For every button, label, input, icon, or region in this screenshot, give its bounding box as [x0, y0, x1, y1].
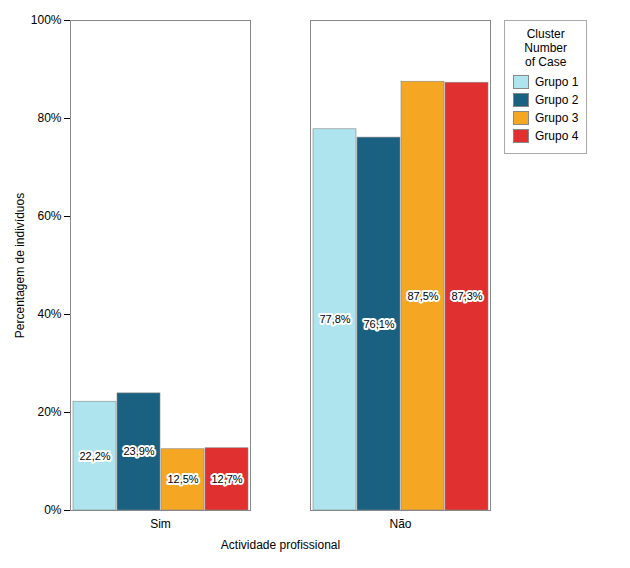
svg-text:Percentagem de indivíduos: Percentagem de indivíduos — [13, 193, 27, 338]
svg-text:77,8%: 77,8% — [319, 313, 350, 325]
svg-text:60%: 60% — [37, 209, 61, 223]
svg-text:40%: 40% — [37, 307, 61, 321]
html-text:Grupo 3: Grupo 3 — [535, 111, 579, 125]
svg-text:Actividade profissional: Actividade profissional — [221, 538, 340, 552]
svg-text:23,9%: 23,9% — [123, 445, 154, 457]
svg-text:Sim: Sim — [150, 517, 171, 531]
svg-text:76,1%: 76,1% — [363, 318, 394, 330]
html-text:Cluster Number of Case: Cluster Number of Case — [524, 27, 567, 69]
svg-text:87,5%: 87,5% — [407, 290, 438, 302]
svg-text:100%: 100% — [31, 13, 62, 27]
html-text:Grupo 1: Grupo 1 — [535, 75, 579, 89]
html-text:Grupo 2: Grupo 2 — [535, 93, 579, 107]
svg-text:20%: 20% — [37, 405, 61, 419]
svg-text:80%: 80% — [37, 111, 61, 125]
html-text:Grupo 4: Grupo 4 — [535, 129, 579, 143]
svg-text:12,5%: 12,5% — [167, 473, 198, 485]
svg-text:0%: 0% — [44, 503, 62, 517]
svg-text:Não: Não — [389, 517, 411, 531]
svg-text:12,7%: 12,7% — [211, 473, 242, 485]
svg-text:87,3%: 87,3% — [451, 290, 482, 302]
svg-text:22,2%: 22,2% — [79, 450, 110, 462]
